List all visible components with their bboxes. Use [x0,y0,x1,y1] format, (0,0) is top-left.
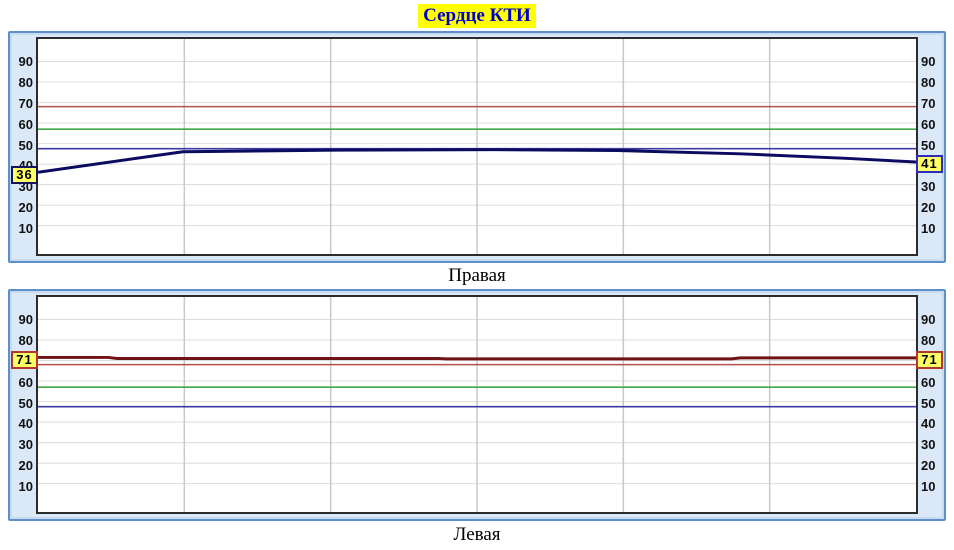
chart-block-left: 102030405060708090 102030405060708090 71… [0,289,954,550]
chart-block-right: 102030405060708090 102030405060708090 36… [0,31,954,289]
y-tick-label: 40 [18,416,33,432]
y-tick-label: 90 [18,53,33,69]
y-tick-label: 30 [18,437,33,453]
y-tick-label: 10 [18,221,33,237]
y-tick-label: 20 [921,458,936,474]
y-axis-left-right-chart: 102030405060708090 [10,33,36,261]
trend-chart-left [38,297,916,512]
y-tick-label: 50 [18,395,33,411]
plot-area-left-chart[interactable] [36,295,918,514]
y-tick-label: 50 [921,137,936,153]
y-tick-label: 80 [18,74,33,90]
trend-chart-right [38,39,916,254]
chart-panel-left: 102030405060708090 102030405060708090 71… [8,289,946,521]
y-tick-label: 40 [921,416,936,432]
y-tick-label: 60 [18,116,33,132]
y-tick-label: 30 [921,179,936,195]
y-tick-label: 10 [18,479,33,495]
plot-area-right-chart[interactable] [36,37,918,256]
value-marker-right[interactable]: 71 [916,350,943,369]
y-tick-label: 20 [921,200,936,216]
y-tick-label: 30 [921,437,936,453]
page-title: Сердце КТИ [418,3,536,28]
y-axis-left-left-chart: 102030405060708090 [10,291,36,519]
y-tick-label: 70 [921,95,936,111]
y-tick-label: 80 [921,332,936,348]
y-tick-label: 80 [921,74,936,90]
value-marker-left[interactable]: 71 [11,350,38,369]
chart-caption-right: Правая [448,265,506,286]
chart-panel-right: 102030405060708090 102030405060708090 36… [8,31,946,263]
y-tick-label: 10 [921,479,936,495]
y-tick-label: 20 [18,200,33,216]
y-tick-label: 50 [921,395,936,411]
title-row: Сердце КТИ [0,0,954,31]
trend-line [38,148,916,174]
y-tick-label: 90 [921,311,936,327]
y-tick-label: 50 [18,137,33,153]
chart-caption-left: Левая [453,524,501,545]
y-tick-label: 70 [18,95,33,111]
value-marker-left[interactable]: 36 [11,165,38,184]
y-axis-right-left-chart: 102030405060708090 [918,291,944,519]
value-marker-right[interactable]: 41 [916,155,943,174]
y-tick-label: 60 [18,374,33,390]
y-tick-label: 60 [921,116,936,132]
y-tick-label: 60 [921,374,936,390]
y-axis-right-right-chart: 102030405060708090 [918,33,944,261]
y-tick-label: 80 [18,332,33,348]
trend-line [38,355,916,361]
y-tick-label: 90 [18,311,33,327]
y-tick-label: 10 [921,221,936,237]
y-tick-label: 20 [18,458,33,474]
y-tick-label: 90 [921,53,936,69]
